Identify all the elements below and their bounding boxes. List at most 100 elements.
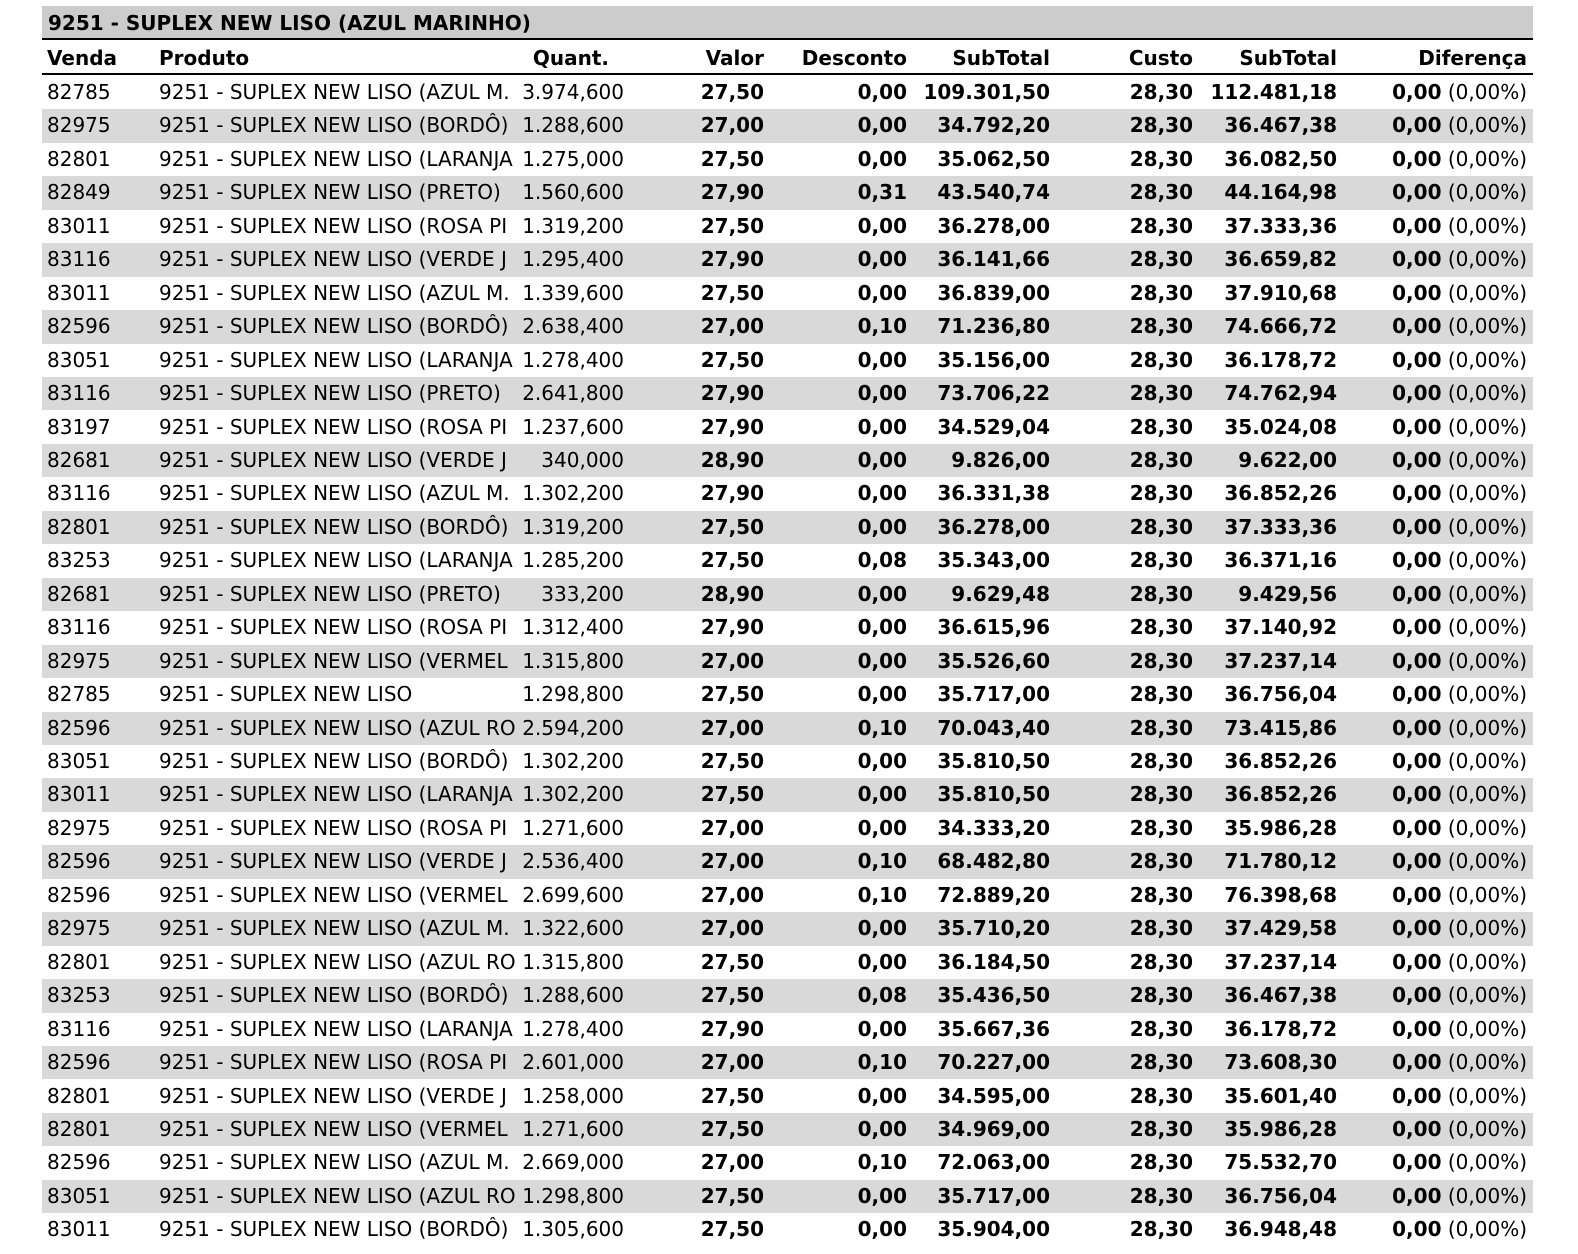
cell-valor: 27,90 xyxy=(700,481,764,506)
cell-quant: 333,200 xyxy=(541,581,624,606)
diferenca-percent: (0,00%) xyxy=(1447,1150,1527,1175)
cell-subtotal-custo: 37.429,58 xyxy=(1224,916,1337,941)
diferenca-value: 0,00 xyxy=(1392,80,1442,104)
cell-custo: 28,30 xyxy=(1129,247,1193,272)
table-row: 82596 9251 - SUPLEX NEW LISO (ROSA PI 2.60… xyxy=(42,1046,1533,1080)
cell-diferenca: 0,00 (0,00%) xyxy=(1332,277,1527,310)
diferenca-percent: (0,00%) xyxy=(1447,815,1527,840)
table-row: 82801 9251 - SUPLEX NEW LISO (VERDE J 1.25… xyxy=(42,1080,1533,1113)
cell-quant: 1.295,400 xyxy=(522,247,624,272)
diferenca-value: 0,00 xyxy=(1392,1217,1442,1242)
diferenca-value: 0,00 xyxy=(1392,381,1442,406)
cell-subtotal: 34.969,00 xyxy=(937,1116,1050,1141)
cell-diferenca: 0,00 (0,00%) xyxy=(1332,879,1527,912)
cell-diferenca: 0,00 (0,00%) xyxy=(1332,1113,1527,1146)
cell-custo: 28,30 xyxy=(1129,949,1193,974)
cell-subtotal: 36.278,00 xyxy=(937,213,1050,238)
diferenca-percent: (0,00%) xyxy=(1447,682,1527,707)
cell-produto: 9251 - SUPLEX NEW LISO (ROSA PI xyxy=(159,1050,508,1075)
diferenca-value: 0,00 xyxy=(1392,447,1442,472)
cell-subtotal: 34.595,00 xyxy=(937,1083,1050,1108)
cell-subtotal: 35.717,00 xyxy=(937,682,1050,707)
cell-diferenca: 0,00 (0,00%) xyxy=(1332,76,1527,109)
cell-produto: 9251 - SUPLEX NEW LISO (AZUL M. xyxy=(159,1150,510,1175)
cell-venda: 82681 xyxy=(47,447,111,472)
cell-subtotal-custo: 9.622,00 xyxy=(1238,447,1337,472)
cell-desconto: 0,00 xyxy=(857,749,907,773)
table-row: 82975 9251 - SUPLEX NEW LISO (AZUL M. 1.32… xyxy=(42,912,1533,946)
cell-venda: 82975 xyxy=(47,815,111,840)
table-row: 82801 9251 - SUPLEX NEW LISO (LARANJA 1.27… xyxy=(42,143,1533,176)
cell-diferenca: 0,00 (0,00%) xyxy=(1332,578,1527,611)
diferenca-value: 0,00 xyxy=(1392,615,1442,640)
cell-subtotal-custo: 71.780,12 xyxy=(1224,849,1337,874)
table-row: 82596 9251 - SUPLEX NEW LISO (AZUL RO 2.59… xyxy=(42,711,1533,745)
cell-quant: 1.285,200 xyxy=(522,548,624,573)
diferenca-value: 0,00 xyxy=(1392,1116,1442,1141)
cell-quant: 1.319,200 xyxy=(522,213,624,238)
cell-produto: 9251 - SUPLEX NEW LISO (VERDE J xyxy=(159,849,507,874)
table-row: 82801 9251 - SUPLEX NEW LISO (VERMEL 1.271… xyxy=(42,1112,1533,1147)
cell-subtotal-custo: 37.333,36 xyxy=(1224,514,1337,539)
cell-desconto: 0,00 xyxy=(857,782,907,807)
cell-valor: 27,00 xyxy=(700,648,764,673)
cell-desconto: 0,31 xyxy=(857,180,907,205)
header-venda: Venda xyxy=(47,46,117,70)
cell-subtotal-custo: 36.467,38 xyxy=(1224,113,1337,138)
table-row: 83116 9251 - SUPLEX NEW LISO (LARANJA 1.27… xyxy=(42,1013,1533,1046)
cell-venda: 82596 xyxy=(47,1050,111,1075)
cell-produto: 9251 - SUPLEX NEW LISO (BORDÔ) xyxy=(159,113,509,138)
cell-desconto: 0,08 xyxy=(857,983,907,1008)
cell-produto: 9251 - SUPLEX NEW LISO (AZUL RO xyxy=(159,715,516,740)
cell-subtotal: 36.615,96 xyxy=(937,615,1050,640)
header-valor: Valor xyxy=(705,46,764,70)
cell-produto: 9251 - SUPLEX NEW LISO (VERMEL xyxy=(159,882,508,907)
cell-quant: 1.560,600 xyxy=(522,180,624,205)
cell-subtotal: 70.227,00 xyxy=(937,1050,1050,1075)
cell-venda: 82801 xyxy=(47,146,111,171)
cell-venda: 82801 xyxy=(47,1083,111,1108)
cell-valor: 27,50 xyxy=(700,1116,764,1141)
table-row: 83051 9251 - SUPLEX NEW LISO (LARANJA 1.27… xyxy=(42,344,1533,377)
diferenca-percent: (0,00%) xyxy=(1447,381,1527,406)
cell-quant: 1.275,000 xyxy=(522,146,624,171)
cell-subtotal-custo: 74.666,72 xyxy=(1224,314,1337,339)
cell-venda: 82596 xyxy=(47,1150,111,1175)
cell-venda: 82785 xyxy=(47,682,111,707)
cell-venda: 83051 xyxy=(47,347,111,372)
cell-subtotal: 35.062,50 xyxy=(937,146,1050,171)
cell-desconto: 0,00 xyxy=(857,213,907,238)
table-row: 82849 9251 - SUPLEX NEW LISO (PRETO) 1.560… xyxy=(42,176,1533,210)
diferenca-value: 0,00 xyxy=(1392,815,1442,840)
cell-valor: 27,00 xyxy=(700,849,764,874)
header-custo: Custo xyxy=(1128,46,1193,70)
cell-quant: 2.669,000 xyxy=(522,1150,624,1175)
cell-produto: 9251 - SUPLEX NEW LISO (AZUL M. xyxy=(159,280,510,305)
cell-produto: 9251 - SUPLEX NEW LISO (ROSA PI xyxy=(159,815,508,840)
cell-venda: 82596 xyxy=(47,882,111,907)
cell-custo: 28,30 xyxy=(1129,682,1193,707)
cell-produto: 9251 - SUPLEX NEW LISO (VERDE J xyxy=(159,247,507,272)
cell-produto: 9251 - SUPLEX NEW LISO (BORDÔ) xyxy=(159,314,509,339)
cell-desconto: 0,10 xyxy=(857,1050,907,1075)
cell-valor: 27,50 xyxy=(700,749,764,773)
diferenca-value: 0,00 xyxy=(1392,882,1442,907)
cell-venda: 83253 xyxy=(47,983,111,1008)
cell-produto: 9251 - SUPLEX NEW LISO (ROSA PI xyxy=(159,213,508,238)
cell-custo: 28,30 xyxy=(1129,983,1193,1008)
cell-venda: 82849 xyxy=(47,180,111,205)
cell-custo: 28,30 xyxy=(1129,581,1193,606)
cell-valor: 27,00 xyxy=(700,882,764,907)
cell-produto: 9251 - SUPLEX NEW LISO (AZUL M. xyxy=(159,80,510,104)
cell-desconto: 0,00 xyxy=(857,280,907,305)
diferenca-value: 0,00 xyxy=(1392,1150,1442,1175)
cell-desconto: 0,10 xyxy=(857,314,907,339)
cell-subtotal: 109.301,50 xyxy=(923,80,1050,104)
cell-subtotal: 71.236,80 xyxy=(937,314,1050,339)
cell-custo: 28,30 xyxy=(1129,1183,1193,1208)
table-row: 83011 9251 - SUPLEX NEW LISO (BORDÔ) 1.305… xyxy=(42,1213,1533,1246)
cell-quant: 2.638,400 xyxy=(522,314,624,339)
cell-custo: 28,30 xyxy=(1129,749,1193,773)
diferenca-percent: (0,00%) xyxy=(1447,648,1527,673)
cell-valor: 27,00 xyxy=(700,715,764,740)
